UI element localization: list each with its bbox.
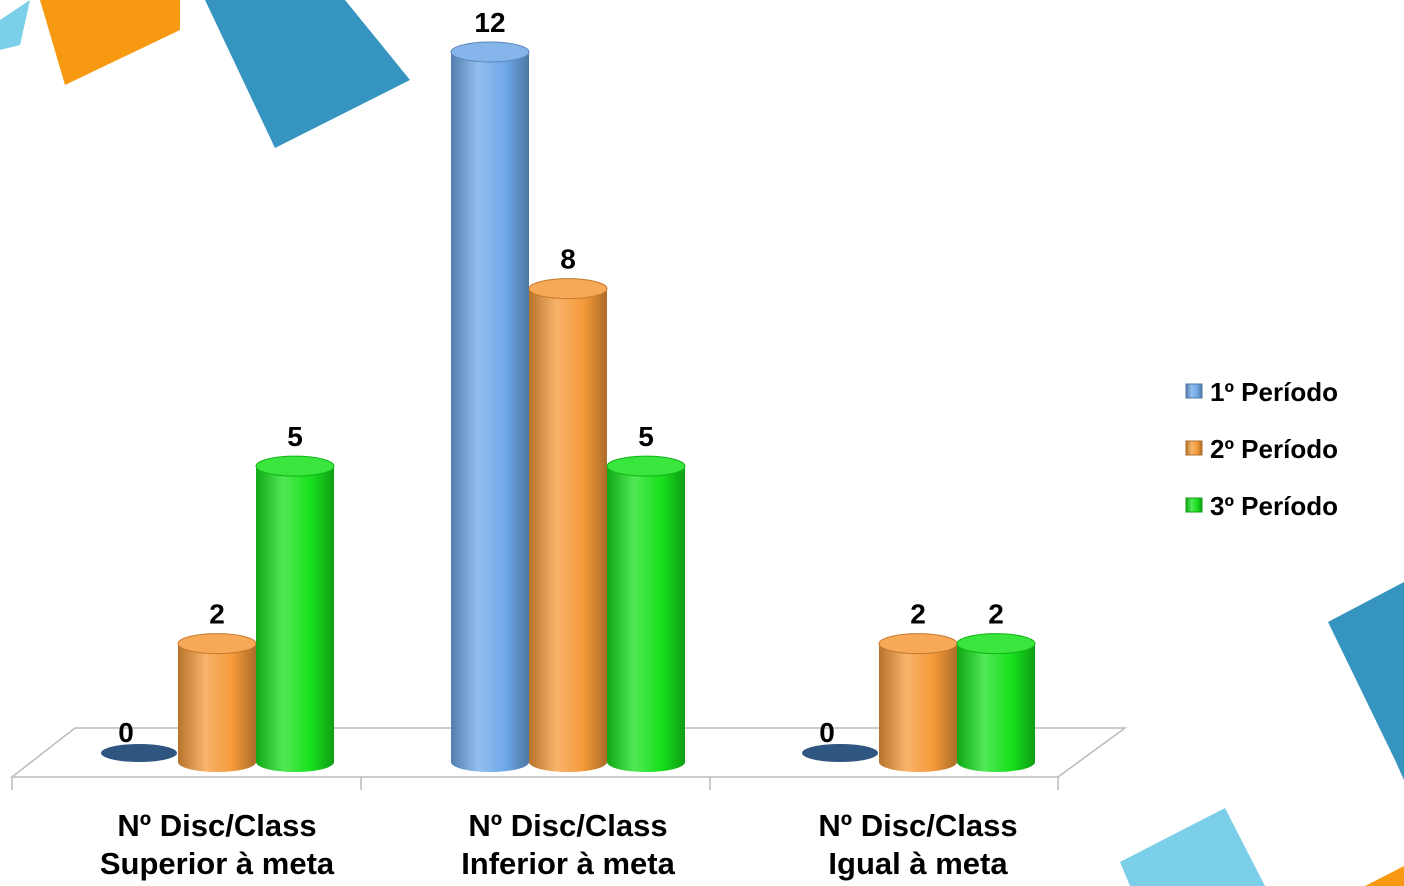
- bar-top: [450, 41, 530, 63]
- bar-body: [879, 643, 957, 772]
- data-label: 2: [988, 599, 1004, 630]
- legend-label: 3º Período: [1210, 491, 1338, 521]
- legend-marker: [1185, 440, 1203, 456]
- data-label: 2: [910, 599, 926, 630]
- legend-marker: [1185, 383, 1203, 399]
- bar-body: [256, 466, 334, 772]
- bar: [528, 278, 608, 772]
- bar: [956, 633, 1036, 772]
- x-tick-label-line: Igual à meta: [828, 846, 1008, 881]
- bar-body: [607, 466, 685, 772]
- data-label: 12: [474, 7, 505, 38]
- bar: [802, 744, 878, 762]
- bar: [606, 455, 686, 772]
- x-tick-label: Nº Disc/Class Igual à meta: [818, 808, 1017, 881]
- bar-body: [178, 643, 256, 772]
- bar: [450, 41, 530, 772]
- bar-top: [177, 633, 257, 655]
- legend-marker: [1185, 497, 1203, 513]
- bar-flat: [802, 744, 878, 762]
- bar-body: [529, 288, 607, 772]
- x-tick-label: Nº Disc/Class Superior à meta: [100, 808, 335, 881]
- x-tick-label-line: Nº Disc/Class: [468, 808, 667, 843]
- x-tick-label-line: Nº Disc/Class: [818, 808, 1017, 843]
- legend-label: 1º Período: [1210, 377, 1338, 407]
- x-tick-label-line: Inferior à meta: [461, 846, 675, 881]
- data-label: 5: [287, 421, 303, 452]
- bar: [101, 744, 177, 762]
- bar-top: [606, 455, 686, 477]
- bar: [255, 455, 335, 772]
- bar-body: [957, 643, 1035, 772]
- bar-flat: [101, 744, 177, 762]
- x-tick-label-line: Nº Disc/Class: [117, 808, 316, 843]
- x-tick-label: Nº Disc/Class Inferior à meta: [461, 808, 675, 881]
- bar: [177, 633, 257, 772]
- data-label: 8: [560, 244, 576, 275]
- bar-top: [255, 455, 335, 477]
- data-label: 0: [118, 717, 134, 748]
- data-label: 0: [819, 717, 835, 748]
- data-label: 2: [209, 599, 225, 630]
- bar-top: [528, 278, 608, 300]
- legend-label: 2º Período: [1210, 434, 1338, 464]
- bar-top: [878, 633, 958, 655]
- bar-top: [956, 633, 1036, 655]
- bar: [878, 633, 958, 772]
- x-tick-label-line: Superior à meta: [100, 846, 335, 881]
- bar-body: [451, 52, 529, 772]
- data-label: 5: [638, 421, 654, 452]
